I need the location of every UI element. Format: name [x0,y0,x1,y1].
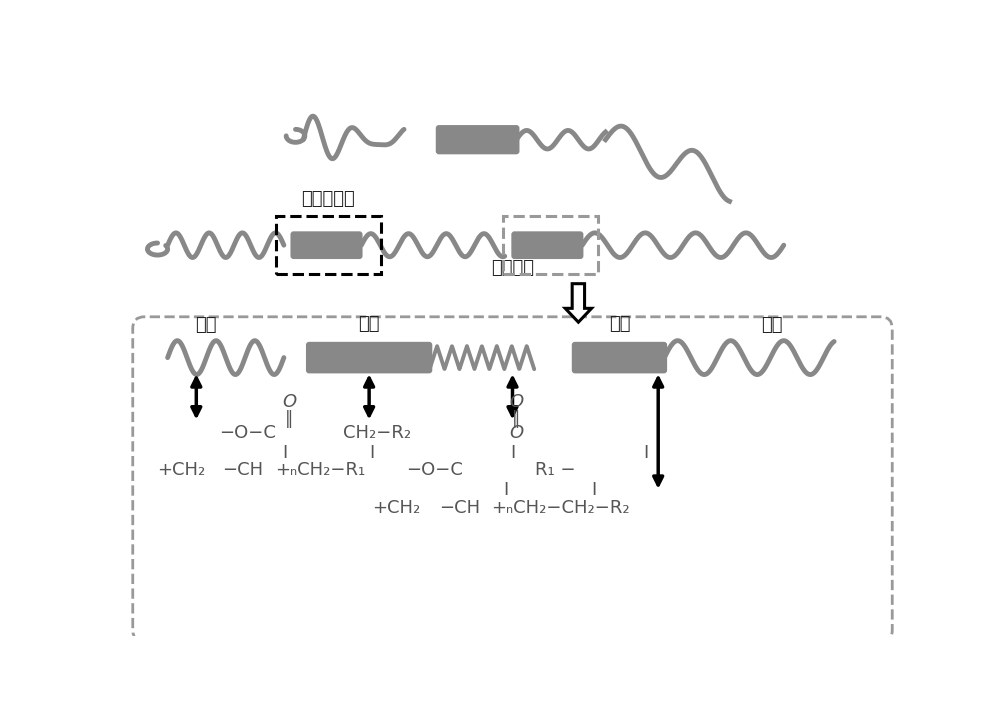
Text: +ₙCH₂−R₁: +ₙCH₂−R₁ [275,460,365,478]
Text: +CH₂: +CH₂ [372,499,420,517]
FancyBboxPatch shape [436,125,519,154]
Text: I: I [510,444,515,462]
Text: I: I [504,480,509,498]
Text: O: O [282,393,296,411]
Text: −O−C: −O−C [219,424,276,442]
FancyArrow shape [565,284,592,322]
Text: CH₂−R₂: CH₂−R₂ [343,424,411,442]
Text: 硬段: 硬段 [609,315,630,333]
Text: −O−C: −O−C [407,460,463,478]
Text: I: I [282,444,287,462]
FancyBboxPatch shape [306,342,432,373]
Text: 软段: 软段 [761,316,783,334]
Text: 氢键和结晶: 氢键和结晶 [301,189,355,207]
Text: ‖: ‖ [285,410,293,428]
Text: +CH₂: +CH₂ [157,460,205,478]
Text: O: O [509,424,523,442]
Text: I: I [591,480,596,498]
Text: −CH: −CH [222,460,263,478]
Bar [503,216,598,275]
Text: R₁ −: R₁ − [535,460,575,478]
Text: −CH: −CH [439,499,480,517]
Text: 化学交联: 化学交联 [491,259,534,277]
Text: ‖: ‖ [512,410,520,428]
Text: I: I [369,444,374,462]
Text: I: I [643,444,648,462]
Text: 软段: 软段 [196,316,217,334]
FancyBboxPatch shape [511,232,583,259]
Text: 硬段: 硬段 [358,315,380,333]
FancyBboxPatch shape [290,232,363,259]
Bar [276,216,381,275]
Text: +ₙCH₂−CH₂−R₂: +ₙCH₂−CH₂−R₂ [491,499,630,517]
FancyBboxPatch shape [572,342,667,373]
Text: O: O [509,393,523,411]
